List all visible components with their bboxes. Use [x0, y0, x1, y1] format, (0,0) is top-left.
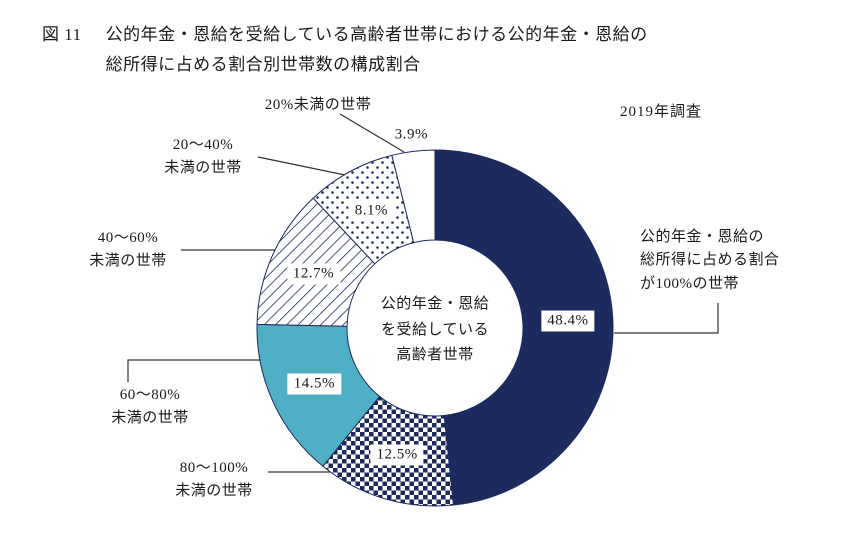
- leader-lines: [127, 113, 719, 473]
- callout-under-20: 20%未満の世帯: [264, 97, 372, 113]
- callout-40-60: 40〜60% 未満の世帯: [76, 227, 180, 274]
- callout-100-line2: 総所得に占める割合: [640, 252, 780, 269]
- callout-100-line3: が100%の世帯: [640, 275, 739, 292]
- callout-80-100: 80〜100% 未満の世帯: [160, 457, 268, 504]
- figure-title: 図 11 公的年金・恩給を受給している高齢者世帯における公的年金・恩給の 総所得…: [42, 20, 648, 80]
- figure-title-text: 公的年金・恩給を受給している高齢者世帯における公的年金・恩給の 総所得に占める割…: [106, 20, 648, 80]
- callout-100: 公的年金・恩給の 総所得に占める割合 が100%の世帯: [640, 226, 820, 296]
- leader-line-under20: [339, 113, 405, 153]
- callout-20-40-line2: 未満の世帯: [164, 160, 242, 177]
- figure-title-line1: 公的年金・恩給を受給している高齢者世帯における公的年金・恩給の: [105, 25, 648, 44]
- callout-60-80: 60〜80% 未満の世帯: [98, 384, 202, 431]
- callout-20-40-line1: 20〜40%: [172, 137, 234, 153]
- leader-line-100: [614, 303, 719, 334]
- figure-number: 図 11: [42, 25, 82, 44]
- callout-60-80-line2: 未満の世帯: [111, 410, 189, 427]
- donut-slice-5: [391, 149, 436, 244]
- donut-slice-0: [434, 149, 614, 506]
- callout-100-line1: 公的年金・恩給の: [640, 229, 765, 245]
- callout-20-40: 20〜40% 未満の世帯: [150, 134, 256, 181]
- leader-line-60-80: [127, 359, 260, 382]
- callout-60-80-line1: 60〜80%: [119, 387, 181, 403]
- callout-40-60-line1: 40〜60%: [97, 230, 159, 246]
- callout-80-100-line2: 未満の世帯: [175, 483, 253, 500]
- figure-title-line2: 総所得に占める割合別世帯数の構成割合: [105, 54, 421, 74]
- center-label-line1: 公的年金・恩給: [380, 295, 490, 312]
- survey-year-note: 2019年調査: [620, 104, 703, 120]
- center-label-line2: を受給している: [380, 321, 490, 338]
- callout-80-100-line1: 80〜100%: [179, 460, 249, 476]
- callout-40-60-line2: 未満の世帯: [89, 253, 167, 270]
- center-label-line3: 高齢者世帯: [396, 346, 474, 363]
- leader-line-20-40: [257, 156, 346, 176]
- donut-center-label: 公的年金・恩給 を受給している 高齢者世帯: [381, 292, 490, 369]
